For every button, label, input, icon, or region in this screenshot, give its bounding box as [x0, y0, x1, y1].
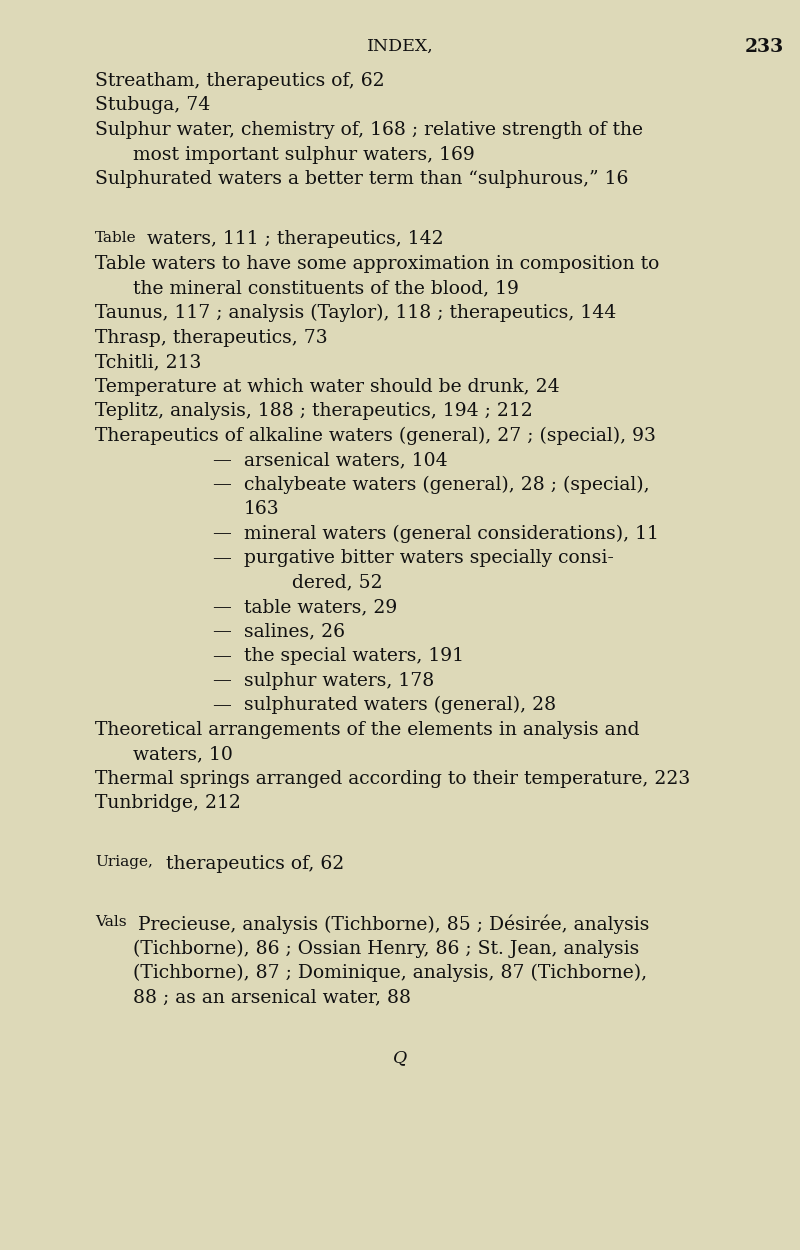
Text: Streatham, therapeutics of, 62: Streatham, therapeutics of, 62 — [95, 72, 385, 90]
Text: —: — — [212, 648, 231, 665]
Text: —: — — [212, 451, 231, 469]
Text: Sulphur water, chemistry of, 168 ; relative strength of the: Sulphur water, chemistry of, 168 ; relat… — [95, 121, 643, 139]
Text: arsenical waters, 104: arsenical waters, 104 — [244, 451, 448, 469]
Text: Stubuga, 74: Stubuga, 74 — [95, 96, 210, 115]
Text: Temperature at which water should be drunk, 24: Temperature at which water should be dru… — [95, 378, 560, 395]
Text: Tunbridge, 212: Tunbridge, 212 — [95, 794, 241, 812]
Text: —: — — [212, 671, 231, 690]
Text: Uriage,: Uriage, — [95, 855, 153, 869]
Text: (Tichborne), 86 ; Ossian Henry, 86 ; St. Jean, analysis: (Tichborne), 86 ; Ossian Henry, 86 ; St.… — [133, 940, 639, 958]
Text: waters, 111 ; therapeutics, 142: waters, 111 ; therapeutics, 142 — [141, 230, 444, 249]
Text: Table waters to have some approximation in composition to: Table waters to have some approximation … — [95, 255, 659, 272]
Text: Q: Q — [393, 1049, 407, 1066]
Text: INDEX,: INDEX, — [366, 38, 434, 55]
Text: Precieuse, analysis (Tichborne), 85 ; Désirée, analysis: Precieuse, analysis (Tichborne), 85 ; Dé… — [132, 915, 650, 935]
Text: —: — — [212, 549, 231, 568]
Text: 163: 163 — [244, 500, 280, 518]
Text: Thermal springs arranged according to their temperature, 223: Thermal springs arranged according to th… — [95, 770, 690, 788]
Text: —: — — [212, 696, 231, 714]
Text: Vals: Vals — [95, 915, 126, 929]
Text: Teplitz, analysis, 188 ; therapeutics, 194 ; 212: Teplitz, analysis, 188 ; therapeutics, 1… — [95, 402, 533, 420]
Text: 88 ; as an arsenical water, 88: 88 ; as an arsenical water, 88 — [133, 989, 411, 1006]
Text: —: — — [212, 525, 231, 542]
Text: purgative bitter waters specially consi-: purgative bitter waters specially consi- — [244, 549, 614, 568]
Text: Sulphurated waters a better term than “sulphurous,” 16: Sulphurated waters a better term than “s… — [95, 170, 628, 187]
Text: Taunus, 117 ; analysis (Taylor), 118 ; therapeutics, 144: Taunus, 117 ; analysis (Taylor), 118 ; t… — [95, 304, 616, 322]
Text: the mineral constituents of the blood, 19: the mineral constituents of the blood, 1… — [133, 280, 519, 298]
Text: salines, 26: salines, 26 — [244, 622, 345, 640]
Text: Tchitli, 213: Tchitli, 213 — [95, 352, 202, 371]
Text: the special waters, 191: the special waters, 191 — [244, 648, 464, 665]
Text: sulphur waters, 178: sulphur waters, 178 — [244, 671, 434, 690]
Text: sulphurated waters (general), 28: sulphurated waters (general), 28 — [244, 696, 556, 714]
Text: waters, 10: waters, 10 — [133, 745, 233, 762]
Text: —: — — [212, 598, 231, 616]
Text: therapeutics of, 62: therapeutics of, 62 — [159, 855, 344, 872]
Text: —: — — [212, 475, 231, 494]
Text: Theoretical arrangements of the elements in analysis and: Theoretical arrangements of the elements… — [95, 720, 639, 739]
Text: Therapeutics of alkaline waters (general), 27 ; (special), 93: Therapeutics of alkaline waters (general… — [95, 426, 656, 445]
Text: most important sulphur waters, 169: most important sulphur waters, 169 — [133, 145, 474, 164]
Text: 233: 233 — [745, 38, 784, 56]
Text: (Tichborne), 87 ; Dominique, analysis, 87 (Tichborne),: (Tichborne), 87 ; Dominique, analysis, 8… — [133, 964, 647, 982]
Text: —: — — [212, 622, 231, 640]
Text: Thrasp, therapeutics, 73: Thrasp, therapeutics, 73 — [95, 329, 328, 346]
Text: chalybeate waters (general), 28 ; (special),: chalybeate waters (general), 28 ; (speci… — [244, 475, 650, 494]
Text: table waters, 29: table waters, 29 — [244, 598, 398, 616]
Text: Table: Table — [95, 230, 137, 245]
Text: dered, 52: dered, 52 — [292, 574, 382, 591]
Text: mineral waters (general considerations), 11: mineral waters (general considerations),… — [244, 525, 659, 542]
